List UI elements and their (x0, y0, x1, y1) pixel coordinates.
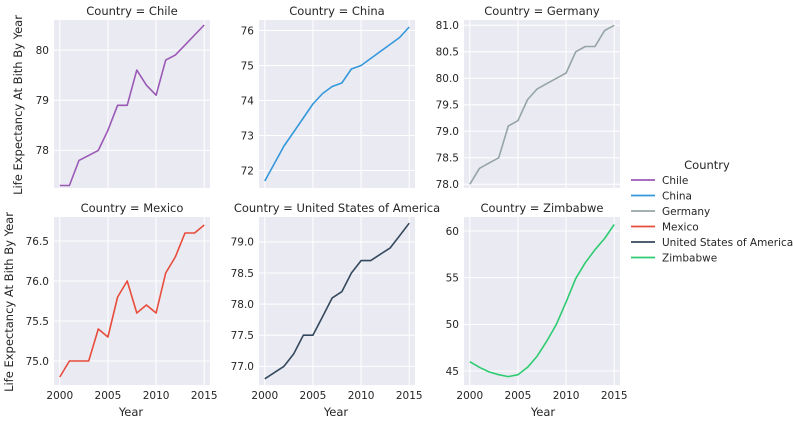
y-axis-label-bottom-row: Life Expectancy At Bith By Year (2, 212, 16, 392)
y-tick-label: 80 (36, 45, 49, 57)
legend-label-united-states-of-america: United States of America (662, 237, 793, 249)
facet-china: 72 73 74 75 76 Country = China (241, 4, 415, 188)
y-tick-label: 80.5 (436, 47, 459, 59)
legend-title: Country (684, 158, 730, 172)
y-tick-label: 78.5 (436, 153, 459, 165)
facet-title: Country = Zimbabwe (480, 201, 603, 215)
legend-label-zimbabwe: Zimbabwe (662, 253, 717, 265)
y-tick-label: 60 (446, 226, 459, 238)
series-line-united-states-of-america (264, 222, 410, 380)
series-line-mexico (59, 224, 205, 378)
facet-germany: 78.0 78.5 79.0 79.5 80.0 80.5 81.0 Country = Ge… (436, 4, 620, 191)
y-tick-label: 78.5 (231, 268, 254, 280)
y-tick-label: 75.5 (26, 316, 49, 328)
y-tick-label: 45 (446, 366, 459, 378)
y-tick-label: 76 (241, 25, 255, 37)
y-tick-label: 79.0 (231, 237, 254, 249)
facet-chile: 78 79 80 Country = Chile (36, 4, 210, 188)
x-tick-label: 2010 (143, 390, 170, 402)
plot-background (464, 217, 620, 385)
facet-title: Country = Mexico (81, 201, 184, 215)
legend-label-chile: Chile (662, 175, 688, 187)
facet-united-states-of-america: 2000 2005 2010 2015 77.0 77.5 78.0 78.5 79.0 Coun… (231, 201, 441, 402)
x-axis-label-zimbabwe: Year (530, 405, 556, 419)
plot-background (259, 20, 415, 188)
y-tick-label: 78.0 (231, 299, 254, 311)
x-tick-label: 2005 (300, 390, 327, 402)
y-tick-label: 78 (36, 145, 49, 157)
facet-grid: 78 79 80 Country = Chile 72 73 74 75 76 Country =… (26, 4, 628, 402)
plot-background (464, 20, 620, 188)
plot-background (259, 217, 415, 385)
x-tick-label: 2015 (601, 390, 628, 402)
y-tick-label: 75 (241, 60, 254, 72)
x-tick-label: 2005 (505, 390, 532, 402)
y-tick-label: 74 (241, 95, 255, 107)
legend-label-mexico: Mexico (662, 222, 699, 234)
plot-background (54, 217, 210, 385)
x-tick-label: 2000 (46, 390, 73, 402)
y-tick-label: 80.0 (436, 73, 459, 85)
facet-mexico: 2000 2005 2010 2015 75.0 75.5 76.0 76.5 Country … (26, 201, 218, 402)
x-tick-label: 2015 (396, 390, 423, 402)
series-line-zimbabwe (469, 224, 615, 378)
x-axis-label-usa: Year (323, 405, 349, 419)
legend: Country Chile China Germany Mexico United St… (631, 158, 793, 265)
x-tick-label: 2010 (348, 390, 375, 402)
y-tick-label: 76.0 (26, 276, 49, 288)
facet-title: Country = Germany (484, 4, 600, 18)
y-tick-label: 72 (241, 165, 254, 177)
facet-zimbabwe: 2000 2005 2010 2015 45 50 55 60 Country = Zimbab… (446, 201, 628, 402)
legend-label-china: China (662, 191, 692, 203)
facet-title: Country = United States of America (234, 201, 440, 215)
facet-title: Country = China (289, 4, 384, 18)
y-tick-label: 81.0 (436, 20, 459, 32)
series-line-chile (59, 24, 205, 187)
legend-label-germany: Germany (662, 206, 710, 218)
x-tick-label: 2010 (553, 390, 580, 402)
y-tick-label: 76.5 (26, 236, 49, 248)
x-tick-label: 2000 (251, 390, 278, 402)
y-tick-label: 77.5 (231, 330, 254, 342)
y-tick-label: 77.0 (231, 361, 254, 373)
x-tick-label: 2015 (191, 390, 218, 402)
series-line-china (264, 26, 410, 182)
x-tick-label: 2000 (456, 390, 483, 402)
y-tick-label: 75.0 (26, 356, 49, 368)
y-tick-label: 50 (446, 319, 459, 331)
y-tick-label: 79 (36, 95, 49, 107)
y-tick-label: 73 (241, 130, 254, 142)
x-axis-label-mexico: Year (118, 405, 144, 419)
x-tick-label: 2005 (95, 390, 122, 402)
y-tick-label: 79.0 (436, 126, 459, 138)
y-tick-label: 79.5 (436, 100, 459, 112)
y-tick-label: 78.0 (436, 179, 459, 191)
facet-title: Country = Chile (86, 4, 177, 18)
y-axis-label-top-row: Life Expectancy At Bith By Year (11, 15, 25, 195)
y-tick-label: 55 (446, 272, 459, 284)
series-line-germany (469, 24, 615, 185)
